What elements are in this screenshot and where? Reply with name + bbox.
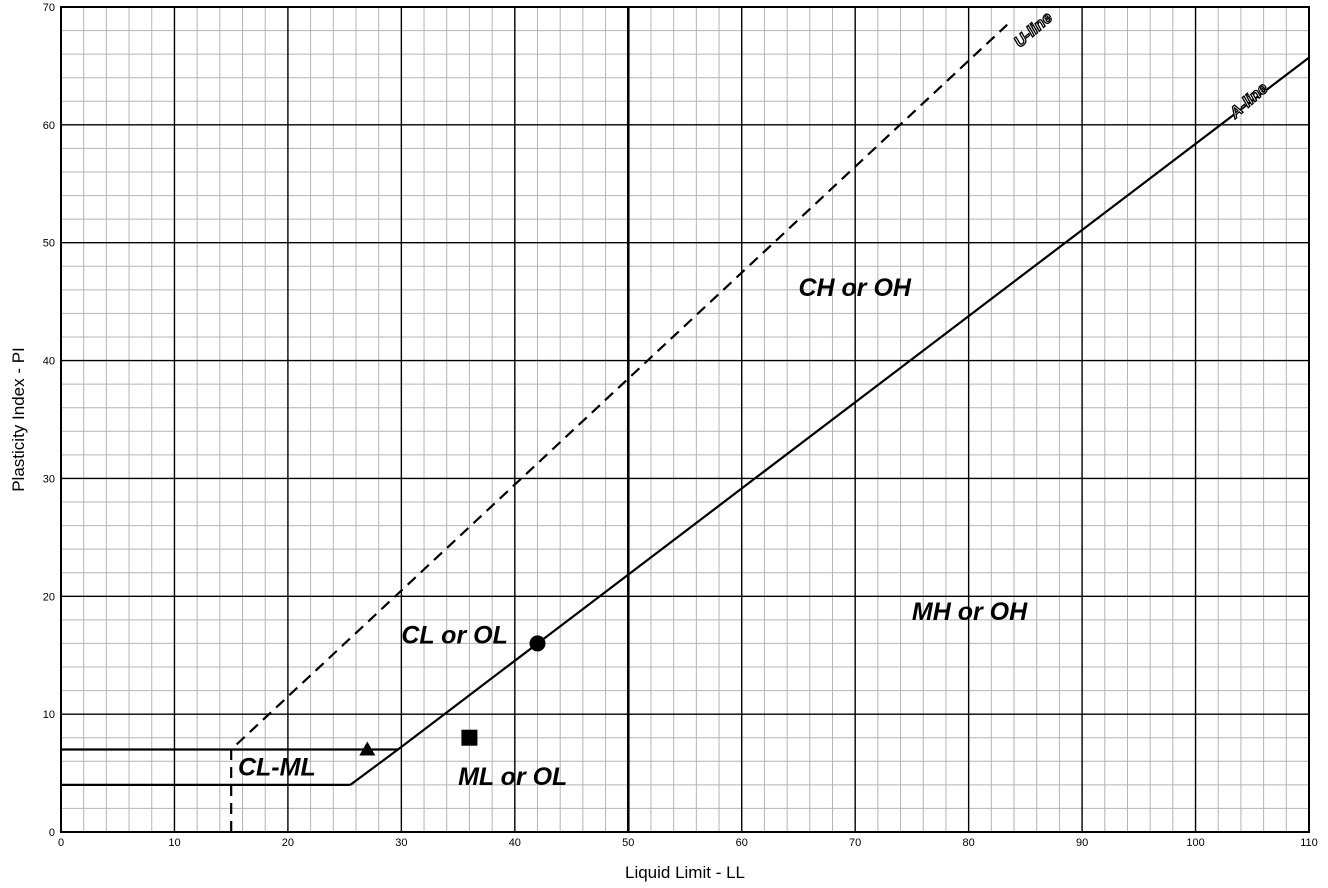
x-tick-label: 90 xyxy=(1076,837,1088,849)
region-label-ch-or-oh: CH or OH xyxy=(798,274,911,302)
region-label-mh-or-oh: MH or OH xyxy=(912,598,1028,626)
y-tick-label: 30 xyxy=(43,473,55,485)
region-label-cl-or-ol: CL or OL xyxy=(401,621,507,649)
x-tick-label: 110 xyxy=(1300,837,1318,849)
x-tick-label: 50 xyxy=(622,837,634,849)
major-grid xyxy=(60,6,1310,833)
classification-lines xyxy=(61,23,1310,832)
x-tick-label: 0 xyxy=(58,837,64,849)
x-tick-label: 70 xyxy=(849,837,861,849)
x-tick-label: 100 xyxy=(1186,837,1204,849)
u-line xyxy=(230,23,1008,832)
y-tick-label: 0 xyxy=(49,827,55,839)
x-tick-label: 80 xyxy=(963,837,975,849)
y-tick-label: 50 xyxy=(43,238,55,250)
data-points xyxy=(359,635,546,756)
y-tick-label: 10 xyxy=(43,709,55,721)
region-labels: CH or OH CL or OL MH or OH ML or OL CL-ML xyxy=(238,274,1028,791)
y-axis-title: Plasticity Index - PI xyxy=(9,347,28,492)
x-tick-label: 60 xyxy=(736,837,748,849)
region-label-ml-or-ol: ML or OL xyxy=(458,763,567,791)
y-tick-label: 40 xyxy=(43,356,55,368)
y-tick-label: 20 xyxy=(43,591,55,603)
x-axis-title: Liquid Limit - LL xyxy=(625,863,745,882)
x-tick-label: 30 xyxy=(395,837,407,849)
point-triangle xyxy=(359,741,376,756)
y-tick-label: 60 xyxy=(43,120,55,132)
x-tick-labels: 0 10 20 30 40 50 60 70 80 90 100 110 xyxy=(58,837,1318,849)
a-line xyxy=(349,56,1310,786)
x-tick-label: 20 xyxy=(282,837,294,849)
y-tick-labels: 0 10 20 30 40 50 60 70 xyxy=(43,2,55,839)
y-tick-label: 70 xyxy=(43,2,55,14)
x-tick-label: 10 xyxy=(168,837,180,849)
point-square xyxy=(461,729,478,746)
region-label-cl-ml: CL-ML xyxy=(238,753,316,781)
point-circle xyxy=(529,635,546,652)
x-tick-label: 40 xyxy=(509,837,521,849)
plot-frame xyxy=(60,6,1310,833)
minor-grid xyxy=(61,7,1309,832)
